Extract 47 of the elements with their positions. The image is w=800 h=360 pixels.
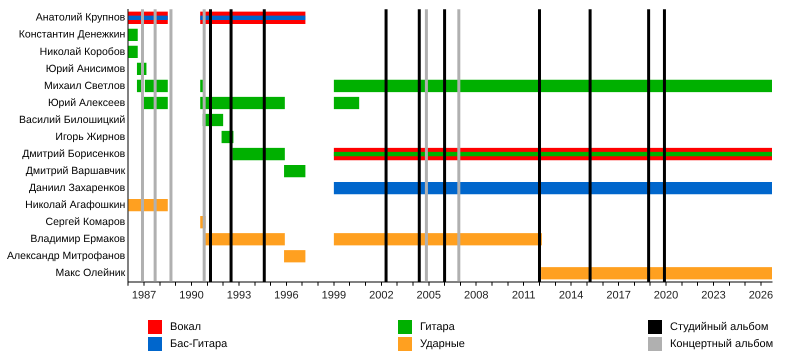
y-tick-label: Михаил Светлов: [44, 80, 126, 92]
y-tick-label: Николай Коробов: [40, 46, 126, 58]
y-tick-label: Сергей Комаров: [45, 216, 126, 228]
bar: [128, 46, 138, 58]
bar: [334, 233, 542, 246]
y-tick-label: Дмитрий Борисенков: [22, 148, 126, 160]
bar: [334, 80, 772, 92]
y-tick-label: Василий Билошицкий: [19, 114, 126, 126]
x-tick-label: 1993: [226, 289, 252, 302]
x-tick-label: 1987: [132, 289, 156, 302]
y-tick-label: Макс Олейник: [56, 267, 126, 280]
y-tick-label: Александр Митрофанов: [7, 250, 126, 262]
y-tick-label: Юрий Анисимов: [46, 62, 126, 75]
y-tick-label: Константин Денежкин: [18, 28, 126, 41]
y-tick-label: Владимир Ермаков: [30, 233, 126, 246]
y-tick-label: Анатолий Крупнов: [36, 12, 126, 24]
bar: [541, 267, 772, 280]
y-tick-label: Николай Агафошкин: [25, 199, 126, 212]
y-tick-label: Юрий Алексеев: [48, 96, 126, 109]
x-tick-label: 2014: [558, 289, 584, 302]
legend-label: Студийный альбом: [670, 320, 768, 332]
legend-label: Концертный альбом: [670, 338, 774, 350]
legend-label: Бас-Гитара: [170, 338, 228, 350]
bar: [334, 182, 772, 194]
bar: [334, 96, 360, 110]
bar: [232, 148, 285, 160]
legend-label: Гитара: [420, 320, 455, 332]
x-tick-label: 1990: [179, 289, 204, 302]
x-tick-label: 2020: [654, 289, 678, 302]
x-tick-label: 2002: [369, 289, 394, 302]
bar: [284, 164, 306, 178]
y-tick-label: Игорь Жирнов: [55, 130, 126, 143]
y-tick-label: Даниил Захаренков: [28, 182, 126, 194]
bar: [284, 250, 306, 262]
legend-label: Вокал: [170, 320, 202, 332]
x-tick-label: 1996: [274, 289, 299, 302]
x-tick-label: 2017: [606, 289, 631, 302]
bar: [334, 152, 772, 156]
bar: [128, 28, 138, 41]
x-tick-label: 1999: [322, 289, 346, 302]
x-tick-label: 2026: [748, 289, 774, 302]
y-tick-label: Дмитрий Варшавчик: [26, 164, 126, 177]
x-tick-label: 2005: [416, 289, 442, 302]
x-tick-label: 2008: [464, 289, 488, 302]
x-tick-label: 2023: [701, 289, 726, 302]
legend-label: Ударные: [420, 338, 465, 350]
x-tick-label: 2011: [512, 289, 536, 302]
